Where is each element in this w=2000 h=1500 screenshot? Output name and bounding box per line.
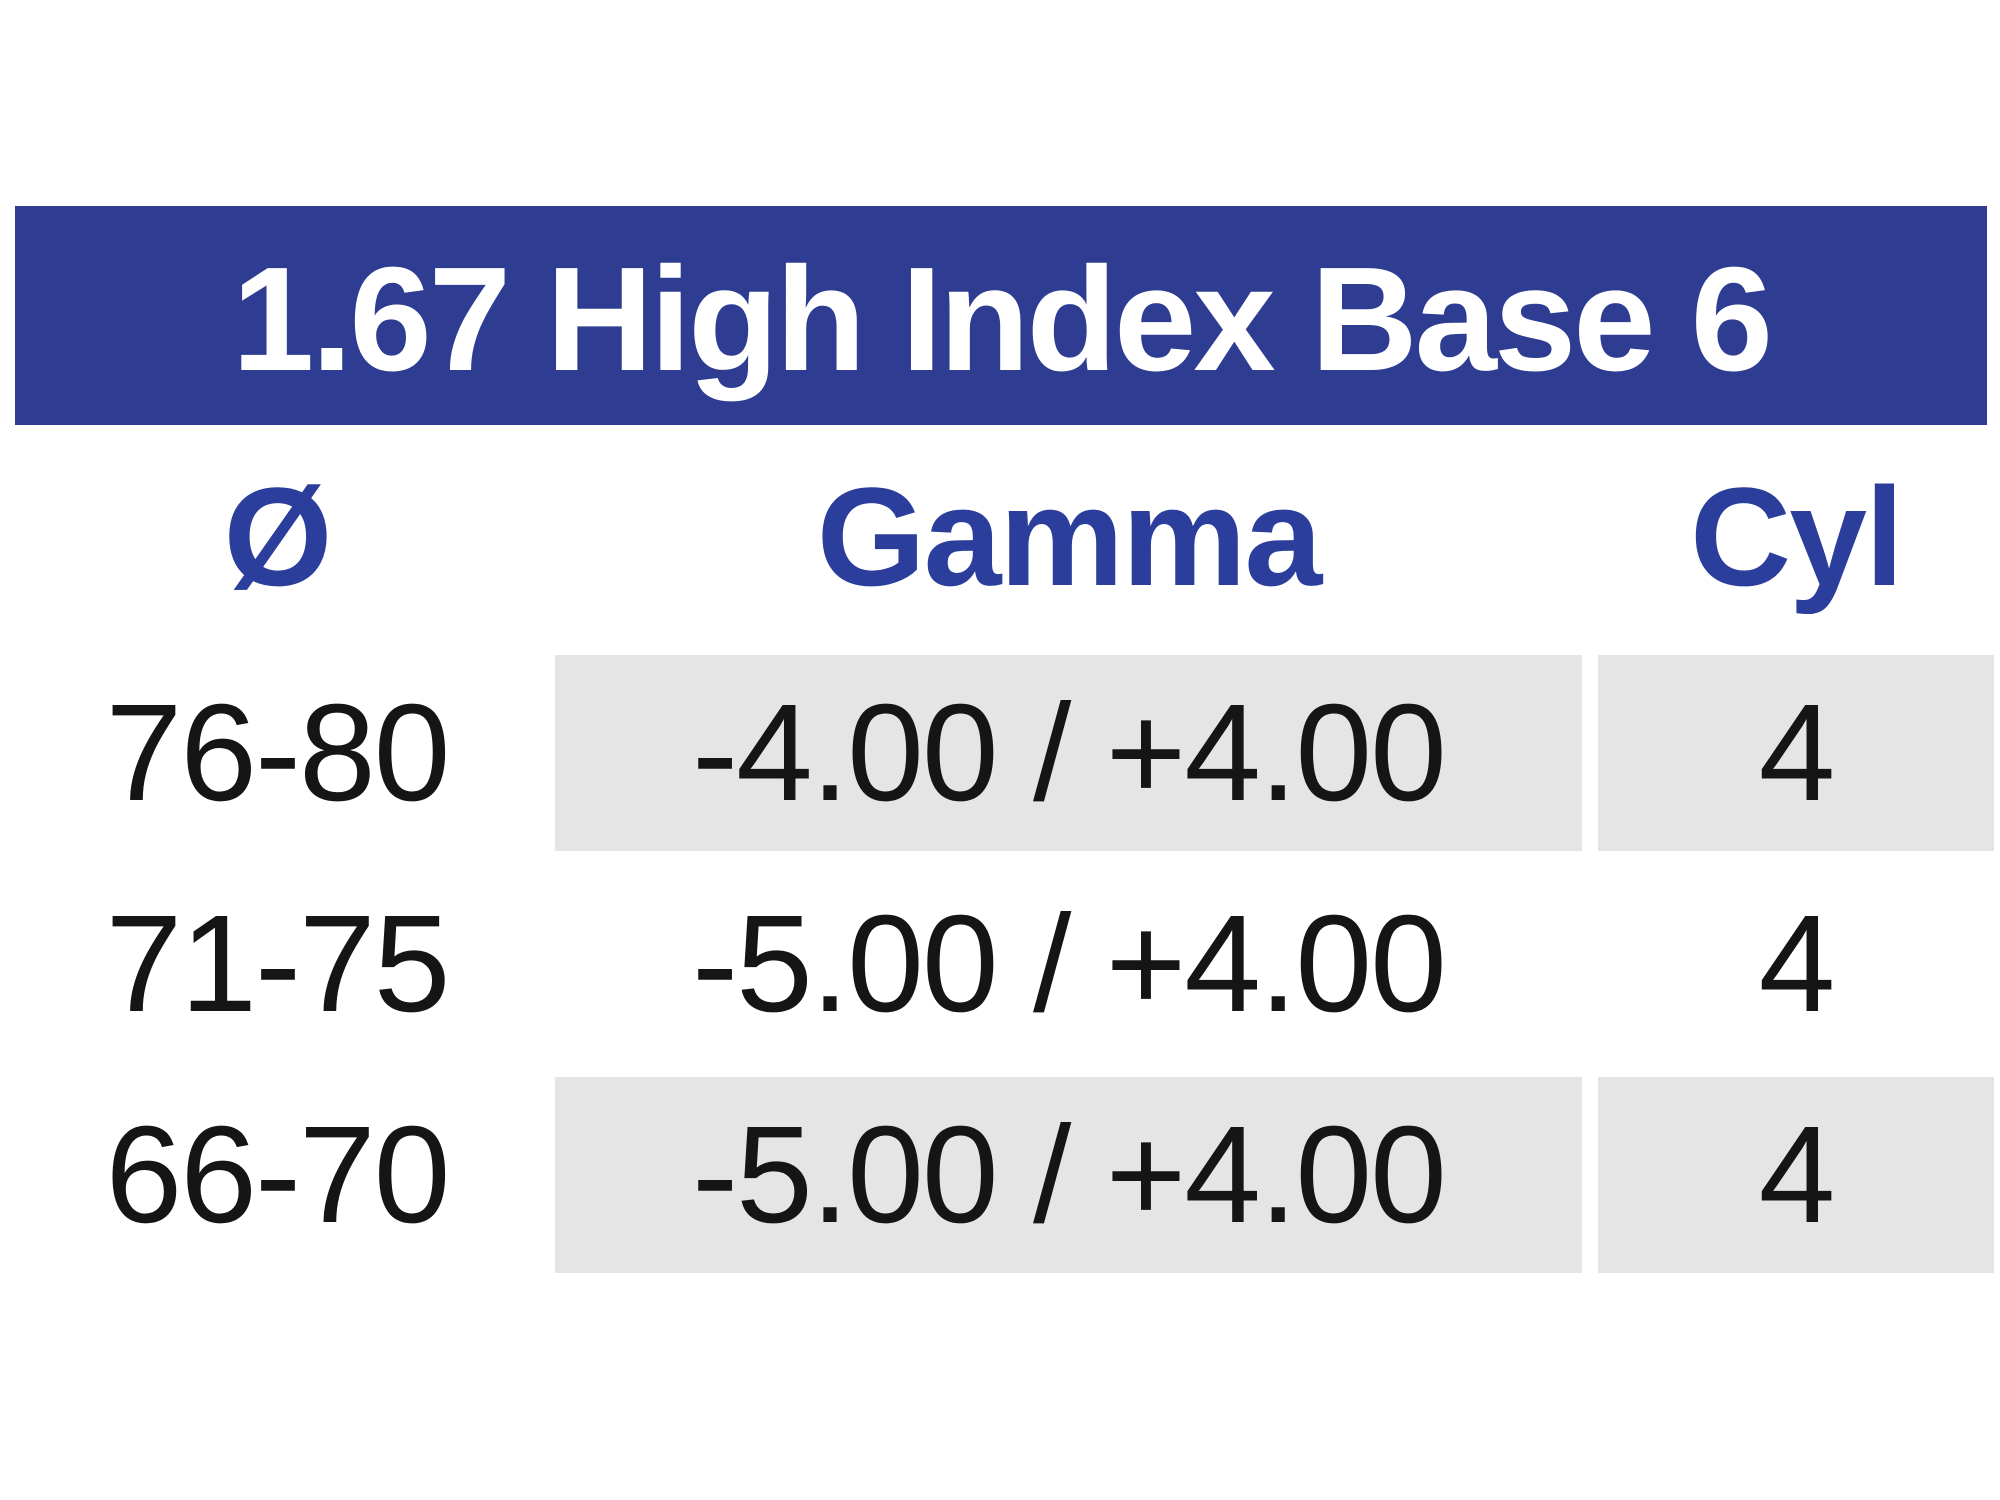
table-row-66-70: 66-70 -5.00 / +4.00 4 — [15, 1077, 1994, 1273]
cell-diameter: 66-70 — [105, 1097, 451, 1252]
table-row-76-80: 76-80 -4.00 / +4.00 4 — [15, 655, 1994, 851]
cell-gamma: -4.00 / +4.00 — [555, 655, 1582, 851]
column-header-gamma: Gamma — [816, 458, 1323, 615]
cell-gamma: -5.00 / +4.00 — [555, 1077, 1582, 1273]
cell-diameter: 76-80 — [105, 675, 451, 830]
column-header-diameter: Ø — [223, 458, 333, 615]
cell-cyl: 4 — [1598, 1077, 1994, 1273]
cell-cyl: 4 — [1598, 655, 1994, 851]
table-row-71-75: 71-75 -5.00 / +4.00 4 — [15, 866, 1994, 1062]
table-title-bar: 1.67 High Index Base 6 — [15, 206, 1987, 425]
cell-diameter: 71-75 — [105, 886, 451, 1041]
cell-gamma: -5.00 / +4.00 — [692, 886, 1447, 1041]
table-body: 76-80 -4.00 / +4.00 4 71-75 -5.00 / +4.0… — [15, 655, 1994, 1288]
cell-cyl: 4 — [1758, 886, 1836, 1041]
table-title: 1.67 High Index Base 6 — [231, 236, 1773, 402]
table-header-row: Ø Gamma Cyl — [15, 452, 1994, 622]
column-header-cyl: Cyl — [1690, 458, 1904, 615]
